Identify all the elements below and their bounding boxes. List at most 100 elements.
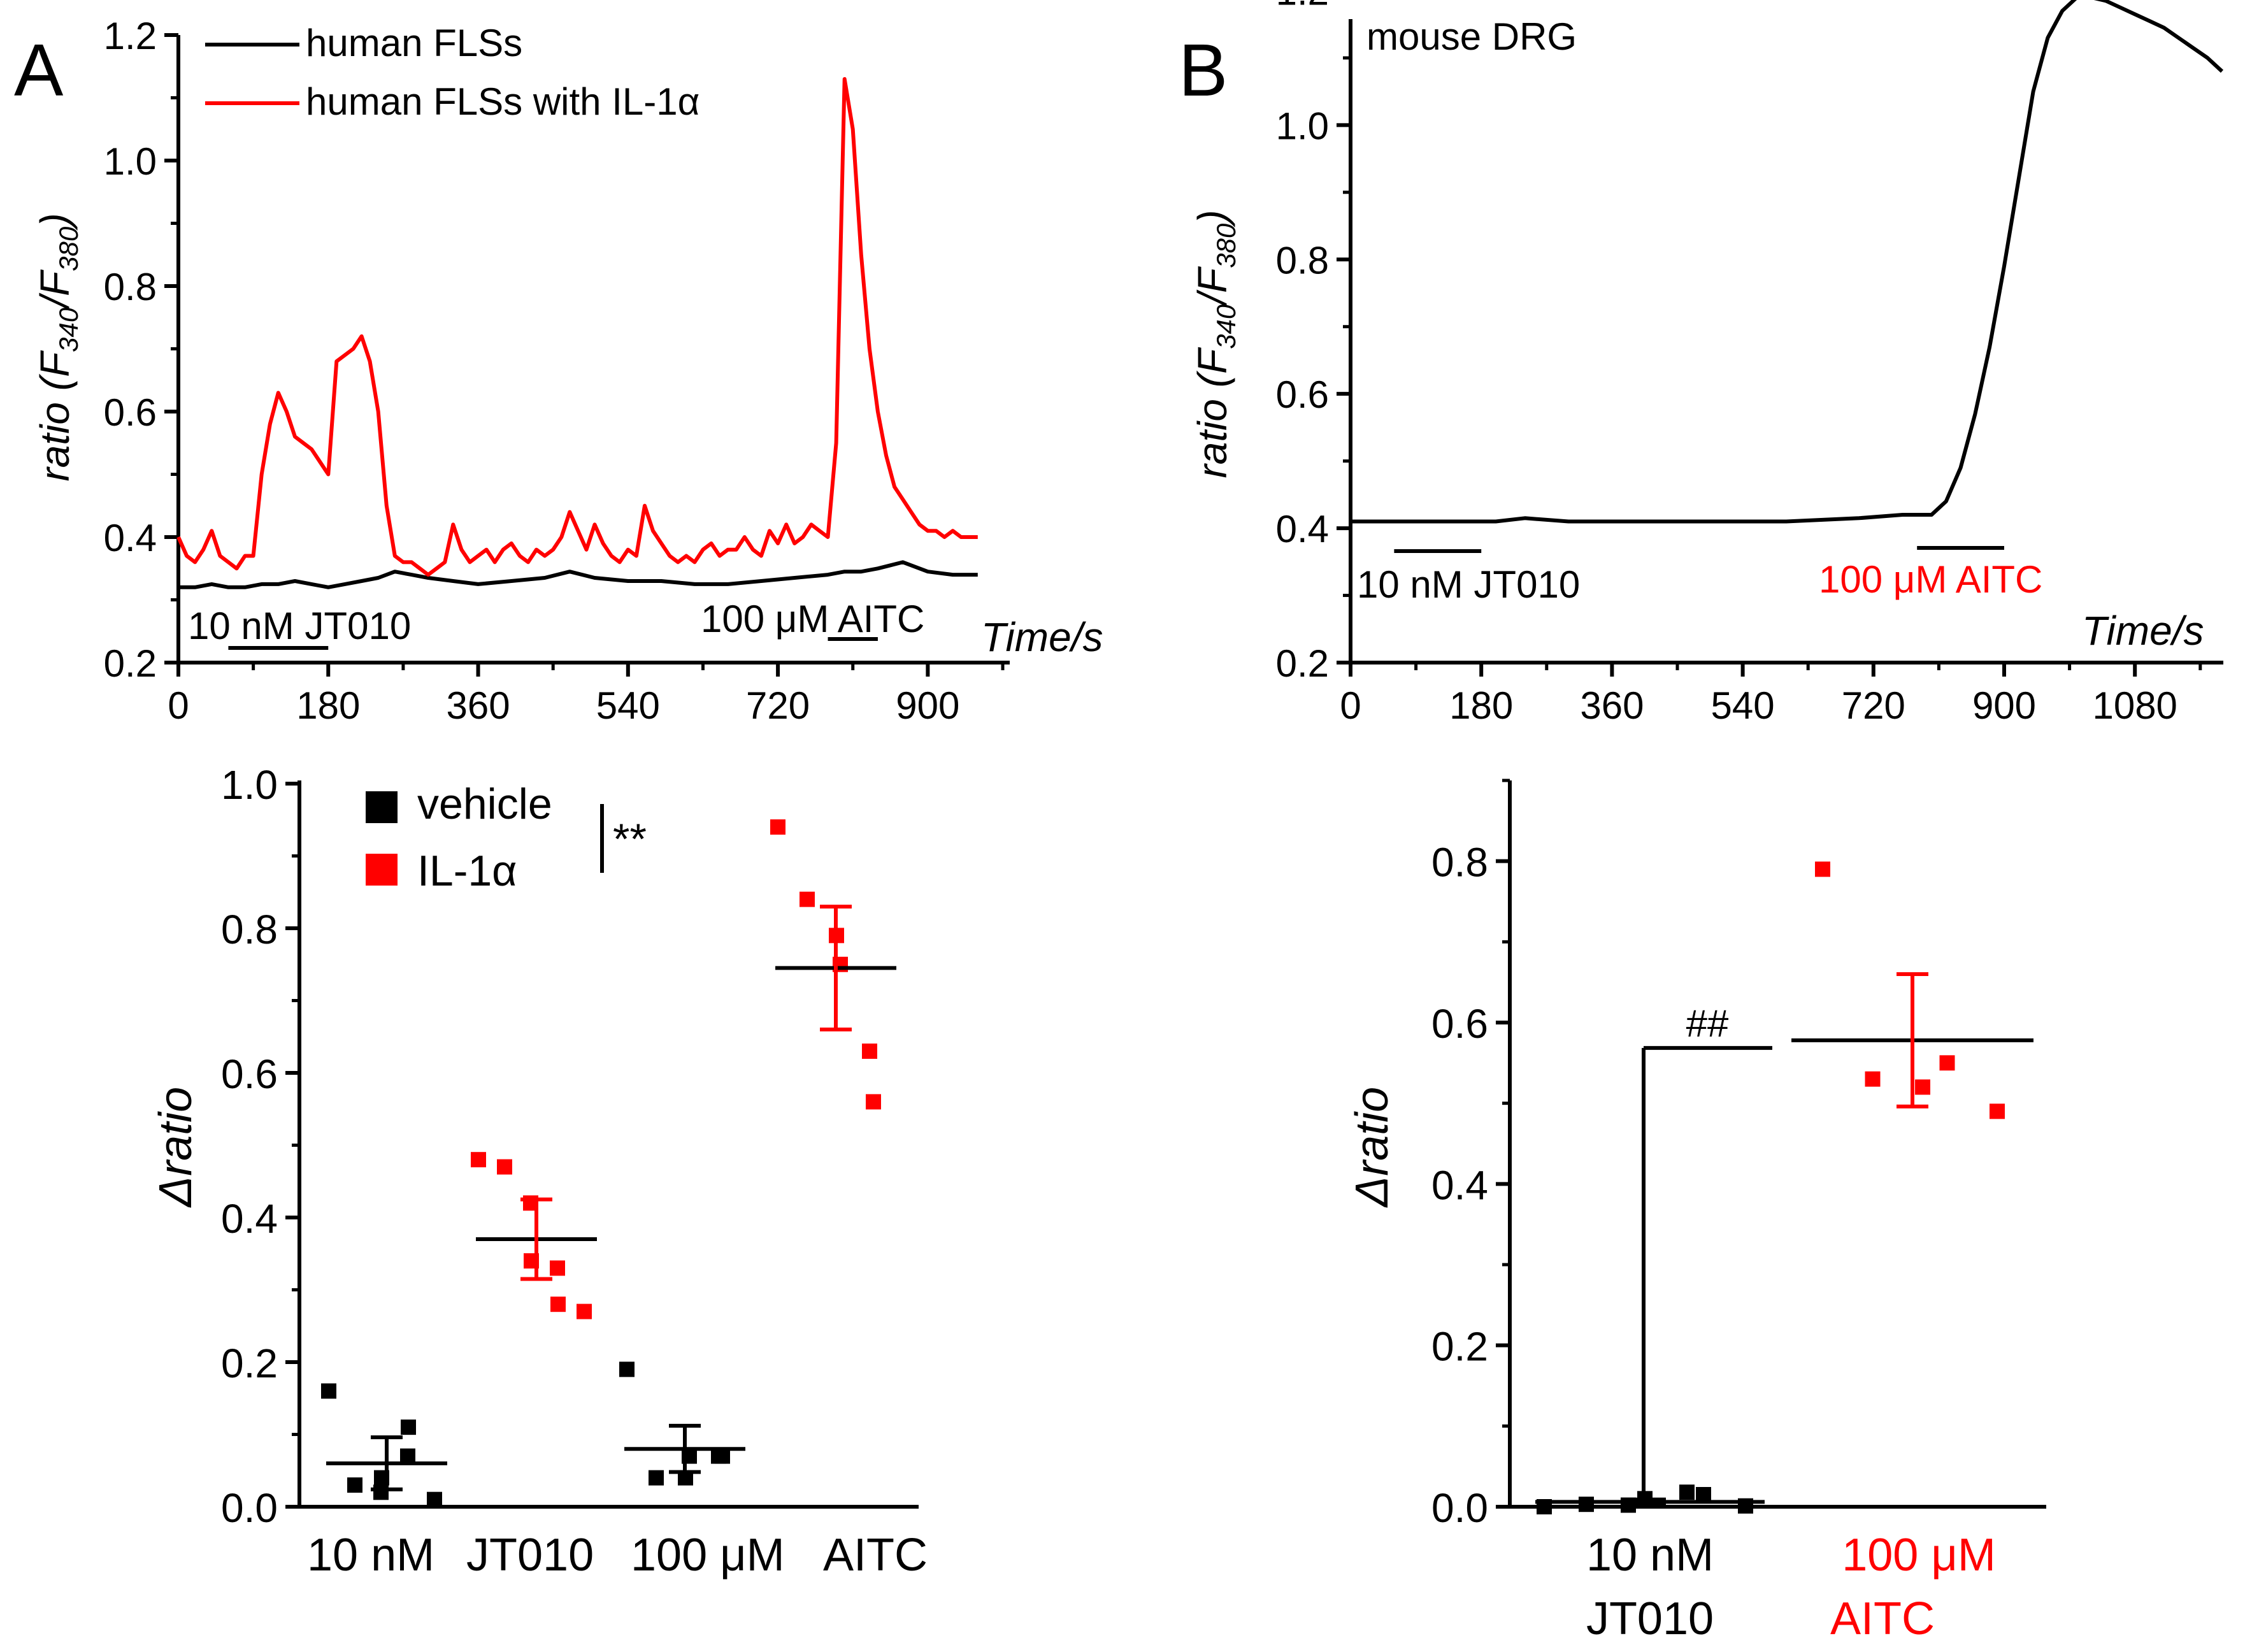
data-point xyxy=(866,1094,881,1110)
legend-label-il1a: IL-1α xyxy=(417,847,517,895)
y-axis-label: ratio (F340/F380) xyxy=(1189,210,1241,478)
y-tick-label: 0.6 xyxy=(221,1051,278,1097)
legend-swatch-il1a xyxy=(366,854,398,886)
y-tick-label: 0.0 xyxy=(221,1485,278,1531)
y-tick-label: 0.4 xyxy=(1431,1162,1488,1208)
data-point xyxy=(1915,1079,1930,1095)
y-axis-label: ratio (F340/F380) xyxy=(32,213,83,481)
x-tick-label: 900 xyxy=(896,684,959,727)
stimulus-label-jt010: 10 nM JT010 xyxy=(1357,563,1580,606)
legend-label-human-flss-il1a: human FLSs with IL-1α xyxy=(306,80,699,123)
x-tick-label: 0 xyxy=(1340,684,1361,727)
series-line-1 xyxy=(178,560,978,589)
x-axis-label: Time/s xyxy=(981,614,1103,660)
y-tick-label: 0.2 xyxy=(1276,642,1329,685)
data-point xyxy=(649,1470,664,1486)
y-tick-label: 1.2 xyxy=(104,15,157,57)
y-tick-label: 0.4 xyxy=(221,1196,278,1242)
chart-b-top: 0.20.40.60.81.01.2 01803605407209001080 … xyxy=(1189,0,2224,727)
x-category-label: 10 nM xyxy=(307,1530,434,1581)
y-tick-label: 0.8 xyxy=(104,266,157,308)
x-tick-label: 1080 xyxy=(2092,684,2177,727)
x-tick-label: 180 xyxy=(296,684,360,727)
significance-marker: ## xyxy=(1686,1002,1729,1045)
legend-label-human-flss: human FLSs xyxy=(306,22,522,64)
data-point xyxy=(347,1477,362,1493)
data-point xyxy=(1990,1103,2005,1119)
y-tick-label: 0.4 xyxy=(104,517,157,559)
x-tick-label: 540 xyxy=(1711,684,1775,727)
x-category-label: 100 μM xyxy=(631,1530,785,1581)
data-point xyxy=(1679,1484,1695,1500)
data-point xyxy=(400,1448,415,1464)
y-tick-label: 0.6 xyxy=(1431,1001,1488,1047)
x-tick-label: 720 xyxy=(1842,684,1905,727)
x-tick-label: 360 xyxy=(446,684,510,727)
y-axis-label: Δratio xyxy=(150,1087,201,1208)
data-point xyxy=(1621,1497,1636,1513)
y-tick-label: 0.2 xyxy=(104,642,157,685)
y-tick-label: 0.8 xyxy=(1276,239,1329,282)
data-point xyxy=(1939,1055,1955,1071)
legend: vehicle IL-1α ** xyxy=(366,780,647,895)
data-point xyxy=(770,819,785,835)
y-tick-label: 0.0 xyxy=(1431,1485,1488,1531)
y-tick-label: 0.6 xyxy=(1276,373,1329,416)
x-category-label: 100 μM xyxy=(1842,1530,1996,1581)
x-axis-label: Time/s xyxy=(2082,608,2204,654)
y-tick-label: 0.6 xyxy=(104,391,157,434)
data-point xyxy=(321,1383,336,1399)
chart-a-top: 0.2 0.4 0.6 0.8 1.0 1.2 0 180 360 540 720 900 rati… xyxy=(32,15,1103,727)
data-point xyxy=(1815,861,1830,877)
legend: human FLSs human FLSs with IL-1α xyxy=(205,22,699,123)
x-tick-label: 540 xyxy=(596,684,660,727)
data-point xyxy=(1865,1071,1881,1087)
data-point xyxy=(715,1448,730,1464)
panel-label-b: B xyxy=(1179,29,1228,111)
chart-a-bottom: 0.0 0.2 0.4 0.6 0.8 1.0 Δratio 10 nM JT010 10… xyxy=(150,762,928,1581)
chart-title: mouse DRG xyxy=(1366,15,1577,58)
significance-marker: ** xyxy=(613,815,647,863)
data-point xyxy=(471,1152,486,1168)
legend-swatch-vehicle xyxy=(366,791,398,823)
y-tick-label: 0.8 xyxy=(221,907,278,952)
series-line-2 xyxy=(176,77,978,577)
y-tick-label: 1.0 xyxy=(221,762,278,808)
data-point xyxy=(1579,1497,1594,1512)
data-point xyxy=(577,1304,592,1319)
data-point xyxy=(619,1361,635,1377)
x-tick-label: 180 xyxy=(1449,684,1513,727)
series-line-1 xyxy=(1351,0,2224,524)
x-category-label: JT010 xyxy=(466,1530,594,1581)
x-category-label: 10 nM xyxy=(1586,1530,1714,1581)
data-point xyxy=(550,1296,566,1312)
data-point xyxy=(800,891,815,907)
y-axis-label: Δratio xyxy=(1347,1087,1398,1208)
x-tick-label: 360 xyxy=(1580,684,1644,727)
data-point xyxy=(862,1043,877,1059)
y-tick-label: 0.2 xyxy=(1431,1324,1488,1370)
panel-label-a: A xyxy=(14,29,64,111)
data-point xyxy=(427,1491,442,1507)
x-category-label: AITC xyxy=(1830,1593,1935,1644)
stimulus-label-jt010: 10 nM JT010 xyxy=(188,605,411,647)
stimulus-label-aitc: 100 μM AITC xyxy=(701,598,924,640)
y-tick-label: 0.8 xyxy=(1431,840,1488,886)
y-tick-label: 1.0 xyxy=(104,140,157,183)
stimulus-label-aitc: 100 μM AITC xyxy=(1819,558,2042,601)
x-tick-label: 900 xyxy=(1972,684,2036,727)
y-tick-label: 1.2 xyxy=(1276,0,1329,13)
y-tick-label: 0.4 xyxy=(1276,508,1329,550)
x-category-label: JT010 xyxy=(1586,1593,1714,1644)
legend-label-vehicle: vehicle xyxy=(417,780,552,828)
data-point xyxy=(401,1419,416,1435)
x-category-label: AITC xyxy=(823,1530,928,1581)
x-tick-label: 0 xyxy=(168,684,189,727)
data-point xyxy=(1696,1487,1711,1502)
data-point xyxy=(497,1159,512,1175)
y-tick-label: 1.0 xyxy=(1276,104,1329,147)
y-tick-label: 0.2 xyxy=(221,1340,278,1386)
data-point xyxy=(550,1260,565,1276)
x-tick-label: 720 xyxy=(746,684,810,727)
